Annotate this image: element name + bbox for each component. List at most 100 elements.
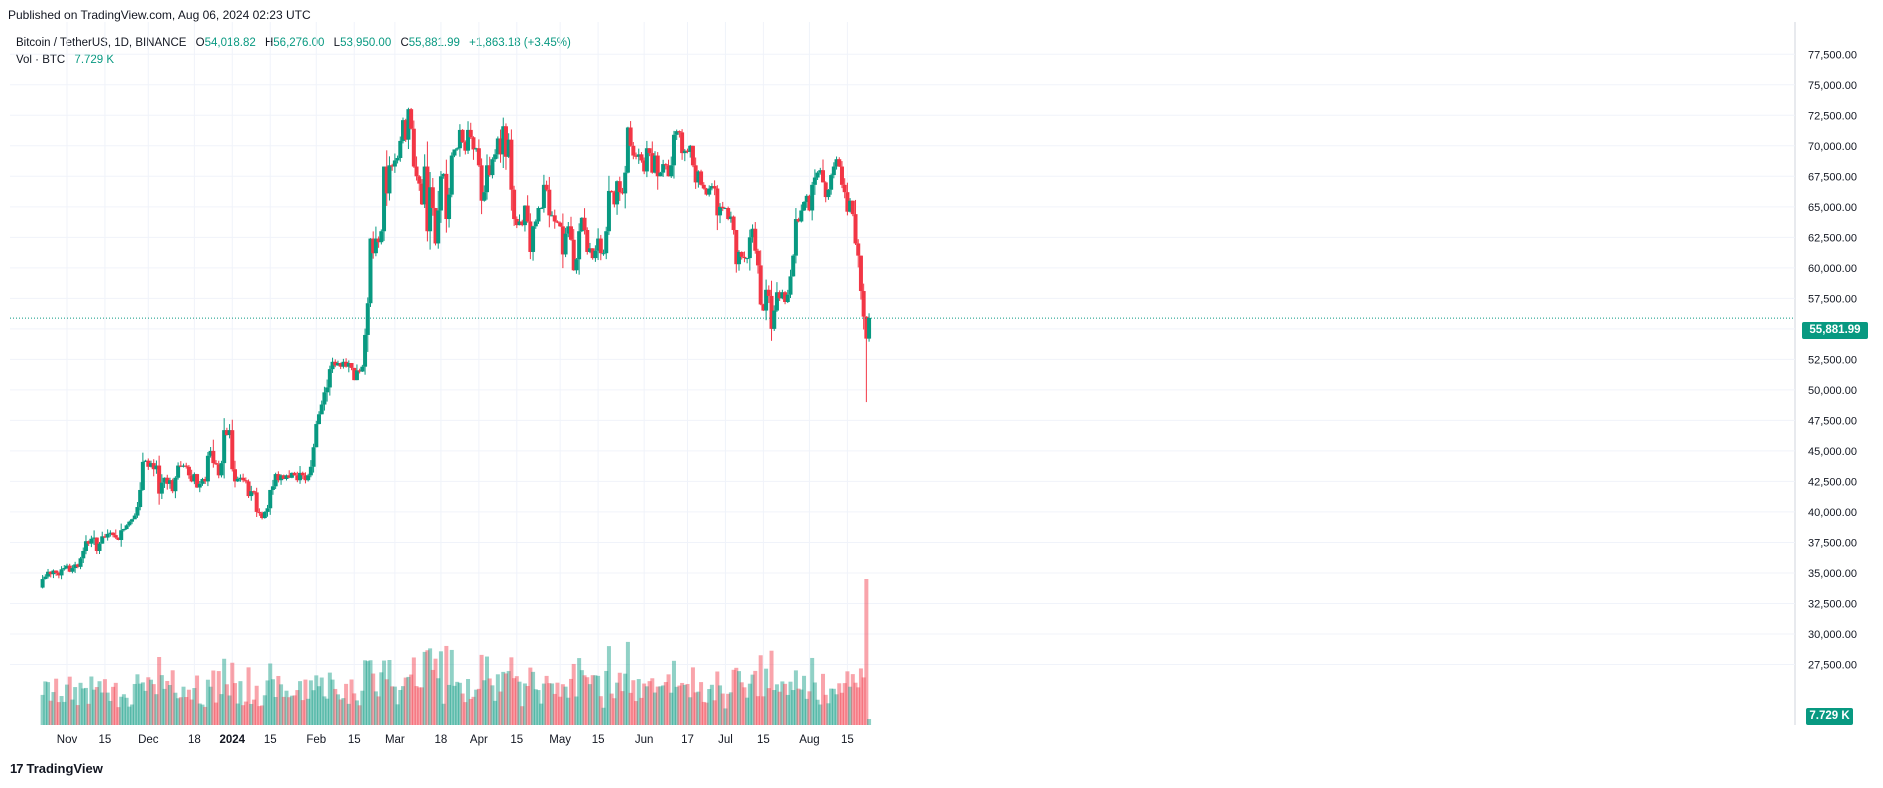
candle-body [620, 192, 625, 194]
candle-body [365, 303, 370, 335]
price-axis: 27,500.00 30,000.00 32,500.00 35,000.00 37,5… [1808, 49, 1857, 671]
tradingview-logo-icon: 17 [10, 761, 24, 776]
candle-body [346, 363, 351, 367]
volume-bar [566, 697, 571, 725]
volume-bar [485, 656, 490, 725]
volume-bar [146, 677, 151, 725]
volume-bar [65, 684, 69, 725]
volume-bar [685, 683, 690, 725]
volume-bar [78, 682, 83, 725]
volume-bar [151, 684, 156, 725]
volume-bar [636, 679, 641, 725]
candle-body [243, 480, 248, 482]
candle-body [612, 192, 617, 205]
candle-body [455, 148, 460, 150]
candle-body [815, 172, 820, 178]
volume-bar [154, 694, 159, 725]
volume-bar [701, 701, 706, 725]
volume-bar [197, 703, 202, 725]
candle-body [699, 171, 704, 185]
candle-body [262, 511, 267, 519]
candle-body [474, 148, 479, 150]
candle-body [544, 184, 549, 190]
volume-bar [666, 674, 671, 725]
candle-body [173, 477, 178, 492]
candle-body [693, 165, 698, 183]
volume-bar [189, 699, 194, 725]
candle-body [73, 564, 78, 569]
candle-body [704, 188, 709, 195]
volume-bar [842, 683, 847, 725]
candle-body [317, 414, 322, 425]
volume-bar [574, 696, 579, 725]
candle-body [116, 537, 121, 541]
volume-bar [463, 702, 468, 725]
candle-body [167, 480, 172, 484]
volume-bar [482, 680, 487, 725]
volume-bar [631, 680, 636, 725]
candle-body [97, 543, 102, 551]
candle-body [479, 165, 484, 201]
candle-body [428, 187, 433, 232]
volume-bar [344, 683, 349, 725]
volume-bar [634, 701, 639, 725]
candle-body [685, 150, 690, 152]
candle-body [769, 295, 774, 329]
y-tick-label: 50,000.00 [1808, 385, 1857, 397]
candle-body [582, 217, 587, 231]
candle-body [444, 173, 449, 220]
candle-body [471, 137, 476, 150]
volume-bar [628, 692, 633, 725]
volume-bar [856, 687, 861, 725]
volume-bar [661, 685, 666, 725]
candle-body [241, 477, 246, 481]
volume-bar [712, 700, 717, 725]
volume-bar [606, 646, 611, 725]
volume-bar [688, 697, 693, 725]
volume-bar [848, 686, 853, 725]
candle-body [701, 184, 706, 189]
candle-body [189, 475, 194, 482]
volume-bar [333, 688, 338, 725]
candle-body [495, 138, 500, 155]
symbol-label[interactable]: Bitcoin / TetherUS, 1D, BINANCE [16, 37, 187, 49]
candle-body [750, 228, 755, 238]
candle-body [682, 150, 687, 154]
volume-bar [596, 675, 601, 725]
volume-bar [181, 686, 186, 725]
candle-body [311, 447, 316, 467]
volume-bar [173, 692, 178, 725]
candle-body [322, 392, 327, 405]
volume-bar [390, 686, 395, 725]
candle-body [146, 460, 151, 467]
candle-body [287, 475, 292, 478]
y-tick-label: 52,500.00 [1808, 354, 1857, 366]
candle-body [216, 464, 221, 476]
volume-bar [379, 672, 384, 725]
volume-bar [761, 696, 766, 725]
y-tick-label: 72,500.00 [1808, 110, 1857, 122]
volume-bar [812, 682, 817, 725]
volume-bar [306, 698, 311, 725]
volume-bar [127, 706, 132, 725]
volume-bar [235, 703, 240, 725]
volume-bar [815, 699, 820, 725]
volume-bar [273, 697, 278, 725]
volume-bar [514, 676, 519, 725]
candle-body [731, 216, 736, 231]
volume-bar [195, 675, 200, 725]
volume-bar [438, 651, 443, 725]
volume-bar [292, 695, 297, 725]
volume-bar [162, 688, 167, 725]
candle-body [796, 219, 801, 222]
x-tick-label: Feb [306, 734, 326, 746]
volume-bar [671, 660, 676, 725]
volume-label[interactable]: Vol · BTC [16, 54, 66, 66]
candle-body [70, 568, 75, 572]
candle-body [186, 466, 191, 476]
tradingview-logo[interactable]: 17 TradingView [10, 761, 103, 776]
candle-body [839, 166, 844, 185]
candle-body [154, 465, 159, 470]
volume-bar [419, 687, 424, 725]
